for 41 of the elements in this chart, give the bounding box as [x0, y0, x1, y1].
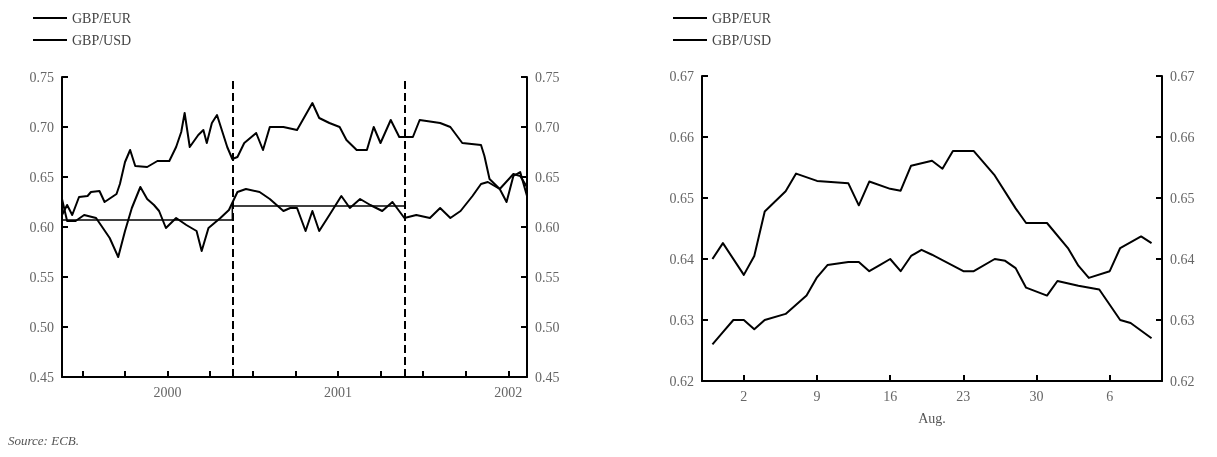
y-tick-label: 0.64 — [669, 251, 694, 267]
y2-tick-label: 0.50 — [535, 319, 560, 335]
y2-tick-label: 0.70 — [535, 119, 560, 135]
y2-tick-label: 0.67 — [1170, 68, 1195, 84]
x-tick-label: 30 — [1029, 388, 1044, 404]
x-tick-label: 2000 — [153, 384, 182, 400]
y2-tick-label: 0.66 — [1170, 129, 1195, 145]
y-tick-label: 0.75 — [29, 69, 54, 85]
y-tick-label: 0.62 — [669, 373, 694, 389]
y2-tick-label: 0.60 — [535, 219, 560, 235]
x-tick-label: 2002 — [494, 384, 523, 400]
y2-tick-label: 0.55 — [535, 269, 560, 285]
y-tick-label: 0.50 — [29, 319, 54, 335]
y2-tick-label: 0.45 — [535, 369, 560, 385]
x-tick-label: 2001 — [323, 384, 352, 400]
y2-tick-label: 0.63 — [1170, 312, 1195, 328]
y2-tick-label: 0.65 — [535, 169, 560, 185]
legend-label: GBP/EUR — [712, 10, 772, 26]
x-tick-label: 2 — [740, 388, 748, 404]
y-tick-label: 0.70 — [29, 119, 54, 135]
y-tick-label: 0.66 — [669, 129, 694, 145]
y-tick-label: 0.63 — [669, 312, 694, 328]
y2-tick-label: 0.75 — [535, 69, 560, 85]
legend-label: GBP/EUR — [72, 10, 132, 26]
y-tick-label: 0.45 — [29, 369, 54, 385]
y-tick-label: 0.65 — [669, 190, 694, 206]
x-tick-label: 23 — [956, 388, 971, 404]
x-tick-label: 6 — [1106, 388, 1114, 404]
y2-tick-label: 0.62 — [1170, 373, 1195, 389]
x-tick-label: 16 — [883, 388, 898, 404]
x-tick-label: 9 — [813, 388, 821, 404]
y-tick-label: 0.67 — [669, 68, 694, 84]
y-tick-label: 0.60 — [29, 219, 54, 235]
y2-tick-label: 0.64 — [1170, 251, 1195, 267]
y-tick-label: 0.65 — [29, 169, 54, 185]
source-note: Source: ECB. — [8, 433, 79, 448]
y2-tick-label: 0.65 — [1170, 190, 1195, 206]
y-tick-label: 0.55 — [29, 269, 54, 285]
legend-label: GBP/USD — [72, 32, 132, 48]
x-axis-title: Aug. — [918, 410, 946, 426]
legend-label: GBP/USD — [712, 32, 772, 48]
